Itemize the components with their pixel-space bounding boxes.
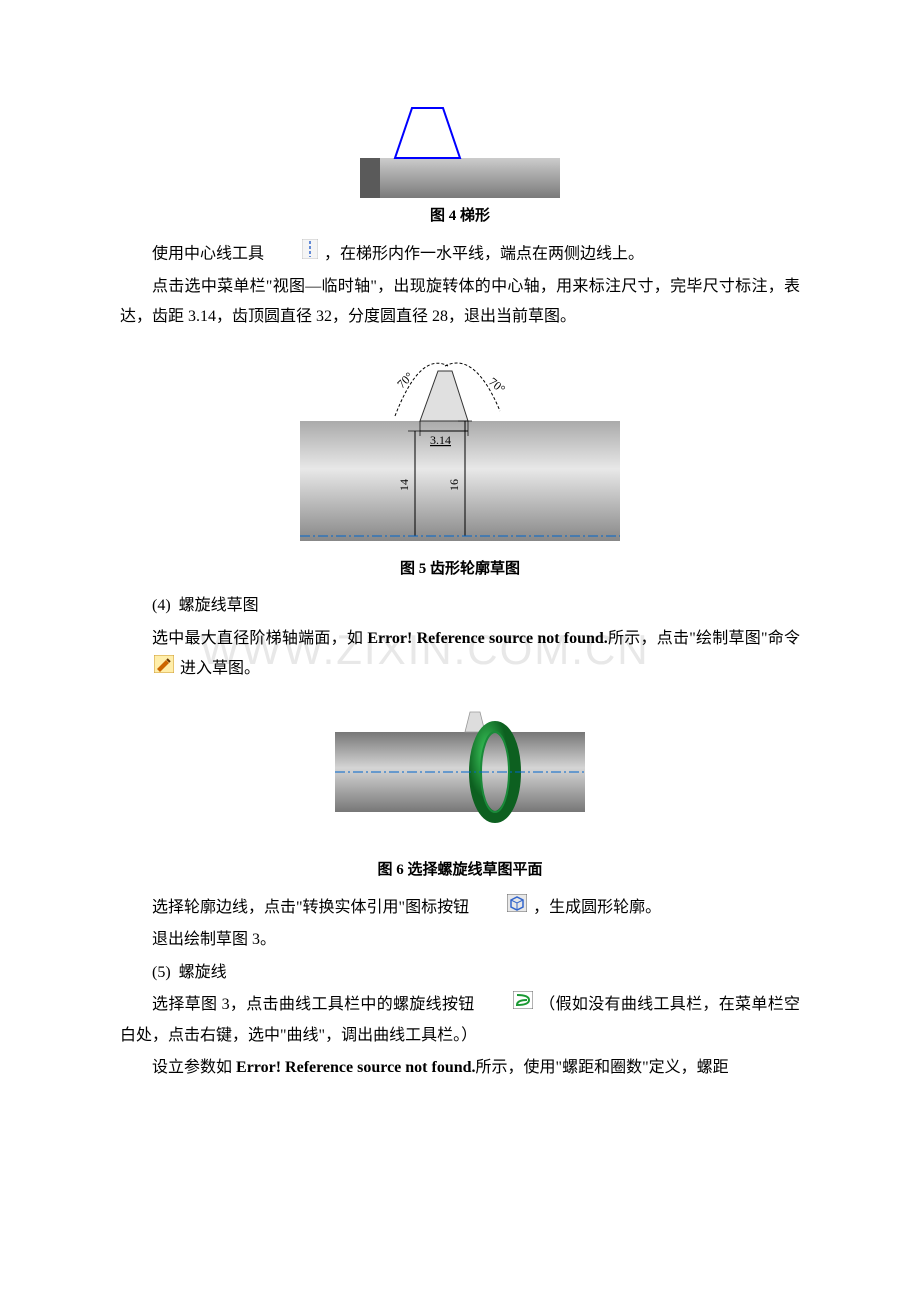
svg-text:3.14: 3.14 [430, 433, 451, 447]
svg-text:70°: 70° [394, 369, 416, 391]
helix-plane-diagram [335, 692, 585, 852]
para1-text-a: 使用中心线工具 [152, 245, 264, 262]
para4-a: 选择轮廓边线，点击"转换实体引用"图标按钮 [152, 899, 469, 916]
convert-entity-icon [475, 893, 527, 923]
item-5-num: (5) [152, 964, 171, 981]
item-4-label: 螺旋线草图 [179, 597, 259, 614]
figure-6: 图 6 选择螺旋线草图平面 [120, 692, 800, 885]
item-4: (4) 螺旋线草图 [120, 591, 800, 621]
para3-d: 进入草图。 [180, 660, 260, 677]
para7-c: 所示，使用"螺距和圈数"定义，螺距 [476, 1059, 729, 1076]
paragraph-5: 退出绘制草图 3。 [120, 925, 800, 955]
para6-a: 选择草图 3，点击曲线工具栏中的螺旋线按钮 [152, 996, 475, 1013]
para3-error: Error! Reference source not found. [367, 630, 607, 647]
para3-c: 所示，点击"绘制草图"命令 [608, 630, 800, 647]
figure-5: 70° 70° 3.14 14 16 图 5 齿形轮廓草图 [120, 341, 800, 584]
para4-b: ，生成圆形轮廓。 [533, 899, 661, 916]
figure-4-caption: 图 4 梯形 [120, 202, 800, 231]
item-5-label: 螺旋线 [179, 964, 227, 981]
svg-text:70°: 70° [486, 374, 508, 396]
item-4-num: (4) [152, 597, 171, 614]
paragraph-3: 选中最大直径阶梯轴端面，如 Error! Reference source no… [120, 624, 800, 685]
para7-error: Error! Reference source not found. [236, 1059, 476, 1076]
figure-6-caption: 图 6 选择螺旋线草图平面 [120, 856, 800, 885]
paragraph-2: 点击选中菜单栏"视图—临时轴"，出现旋转体的中心轴，用来标注尺寸，完毕尺寸标注，… [120, 272, 800, 333]
centerline-icon [270, 239, 318, 270]
paragraph-1: 使用中心线工具 ，在梯形内作一水平线，端点在两侧边线上。 [120, 239, 800, 270]
paragraph-6: 选择草图 3，点击曲线工具栏中的螺旋线按钮 （假如没有曲线工具栏，在菜单栏空白处… [120, 990, 800, 1051]
figure-5-caption: 图 5 齿形轮廓草图 [120, 555, 800, 584]
paragraph-4: 选择轮廓边线，点击"转换实体引用"图标按钮 ，生成圆形轮廓。 [120, 893, 800, 924]
para3-a: 选中最大直径阶梯轴端面，如 [152, 630, 367, 647]
para1-text-b: ，在梯形内作一水平线，端点在两侧边线上。 [324, 245, 644, 262]
figure-4: 图 4 梯形 [120, 98, 800, 231]
trapezoid-diagram [360, 98, 560, 198]
svg-text:14: 14 [397, 479, 411, 491]
tooth-profile-diagram: 70° 70° 3.14 14 16 [300, 341, 620, 551]
sketch-icon [122, 654, 174, 684]
item-5: (5) 螺旋线 [120, 958, 800, 988]
helix-icon [481, 990, 533, 1020]
svg-text:16: 16 [447, 479, 461, 491]
paragraph-7: 设立参数如 Error! Reference source not found.… [120, 1053, 800, 1083]
para7-a: 设立参数如 [152, 1059, 236, 1076]
